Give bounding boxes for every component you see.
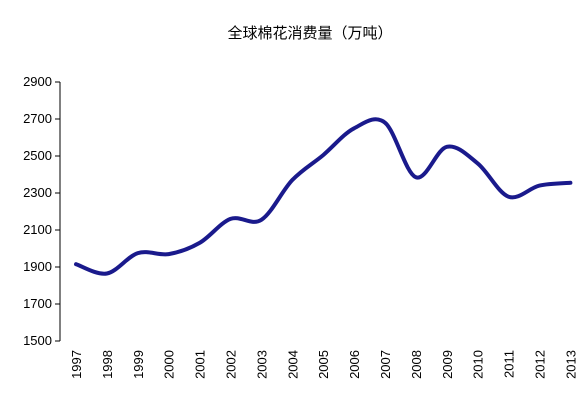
series-line [74,117,573,276]
data-point [229,217,232,221]
data-point [259,218,263,222]
data-point [383,121,387,125]
x-tick-label: 2012 [533,350,548,379]
data-point [321,153,325,157]
x-tick-label: 1997 [69,350,84,379]
x-tick-label: 2006 [347,350,362,379]
y-tick-label: 2100 [23,222,52,237]
data-point [352,126,356,130]
data-point [136,251,140,255]
y-tick-label: 1500 [23,333,52,348]
chart-title: 全球棉花消费量（万吨） [227,24,392,42]
data-point [476,161,480,165]
x-tick-label: 2004 [285,350,300,379]
data-point [445,145,449,149]
data-point [167,252,171,256]
x-tick-label: 2005 [316,350,331,379]
y-tick-label: 2900 [23,74,52,89]
data-point [198,241,202,245]
x-tick-label: 2003 [254,350,269,379]
data-point [414,175,418,179]
data-point [105,272,109,275]
x-tick-label: 2002 [224,350,239,379]
data-point [290,178,294,182]
x-tick-label: 2009 [440,350,455,379]
x-tick-label: 2011 [502,350,517,378]
y-tick-label: 1900 [23,259,52,274]
y-axis-ticks: 1500 1700 1900 2100 2300 2500 2700 2900 [23,74,60,348]
x-tick-label: 2001 [193,350,208,379]
x-tick-label: 2007 [378,350,393,379]
x-tick-label: 2000 [162,350,177,379]
x-axis-ticks: 1997 1998 1999 2000 2001 2002 2003 2004 2005 2006… [69,350,578,379]
data-point [538,184,541,188]
x-tick-label: 2010 [471,350,486,379]
y-tick-label: 1700 [23,296,52,311]
data-point [568,181,572,185]
x-tick-label: 1999 [131,350,146,379]
x-tick-label: 2013 [563,350,578,379]
y-tick-label: 2300 [23,185,52,200]
x-tick-label: 2008 [409,350,424,379]
data-point [507,195,511,199]
y-tick-label: 2500 [23,148,52,163]
y-tick-label: 2700 [23,111,52,126]
data-point [74,262,78,266]
x-tick-label: 1998 [100,350,115,379]
series-layer [74,117,573,276]
